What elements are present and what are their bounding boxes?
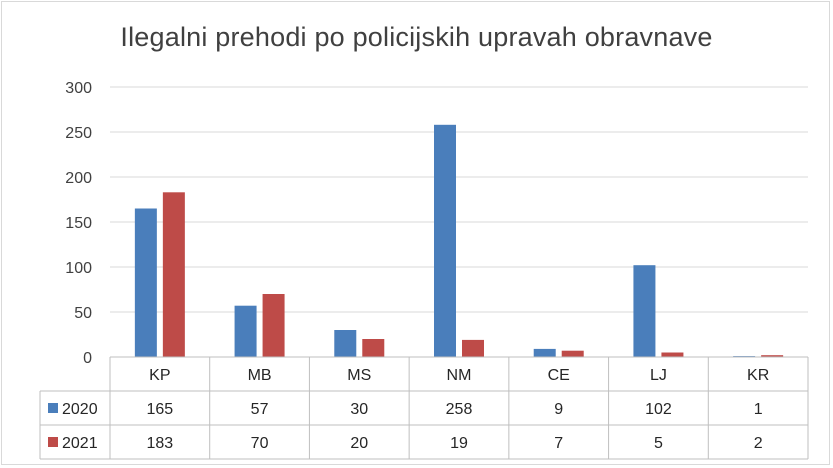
bar-LJ-2021 xyxy=(661,352,684,357)
legend-swatch xyxy=(48,403,58,413)
bar-KP-2020 xyxy=(134,208,157,357)
bar-NM-2020 xyxy=(434,124,456,357)
data-label: 7 xyxy=(554,435,563,452)
data-label: 1 xyxy=(754,401,763,418)
data-label: 165 xyxy=(147,401,174,418)
category-label: KP xyxy=(149,367,170,384)
data-label: 30 xyxy=(350,401,368,418)
y-tick-label: 0 xyxy=(83,350,92,367)
y-tick-label: 300 xyxy=(65,80,92,97)
bar-LJ-2020 xyxy=(633,265,656,357)
data-label: 20 xyxy=(350,435,368,452)
bar-KR-2021 xyxy=(761,355,784,357)
data-label: 102 xyxy=(645,401,672,418)
legend-label: 2021 xyxy=(62,435,98,452)
y-tick-label: 100 xyxy=(65,260,92,277)
category-label: KR xyxy=(747,367,769,384)
bar-CE-2020 xyxy=(533,348,556,357)
data-label: 258 xyxy=(446,401,473,418)
data-label: 57 xyxy=(251,401,269,418)
data-label: 9 xyxy=(554,401,563,418)
bar-NM-2021 xyxy=(462,339,484,357)
category-label: NM xyxy=(447,367,472,384)
data-label: 70 xyxy=(251,435,269,452)
legend-label: 2020 xyxy=(62,401,98,418)
y-tick-label: 150 xyxy=(65,215,92,232)
bar-KP-2021 xyxy=(162,192,185,357)
y-tick-label: 250 xyxy=(65,125,92,142)
category-label: MS xyxy=(347,367,371,384)
bar-CE-2021 xyxy=(561,350,584,357)
y-tick-label: 200 xyxy=(65,170,92,187)
category-label: MB xyxy=(248,367,272,384)
chart-title: Ilegalni prehodi po policijskih upravah … xyxy=(120,22,713,52)
data-label: 183 xyxy=(147,435,174,452)
y-tick-label: 50 xyxy=(74,305,92,322)
data-label: 2 xyxy=(754,435,763,452)
bar-MS-2020 xyxy=(334,330,357,357)
data-label: 19 xyxy=(450,435,468,452)
bar-MB-2020 xyxy=(234,305,257,357)
category-label: LJ xyxy=(650,367,667,384)
bar-MB-2021 xyxy=(262,294,285,357)
legend-swatch xyxy=(48,437,58,447)
bar-MS-2021 xyxy=(362,339,385,357)
category-label: CE xyxy=(548,367,570,384)
data-label: 5 xyxy=(654,435,663,452)
